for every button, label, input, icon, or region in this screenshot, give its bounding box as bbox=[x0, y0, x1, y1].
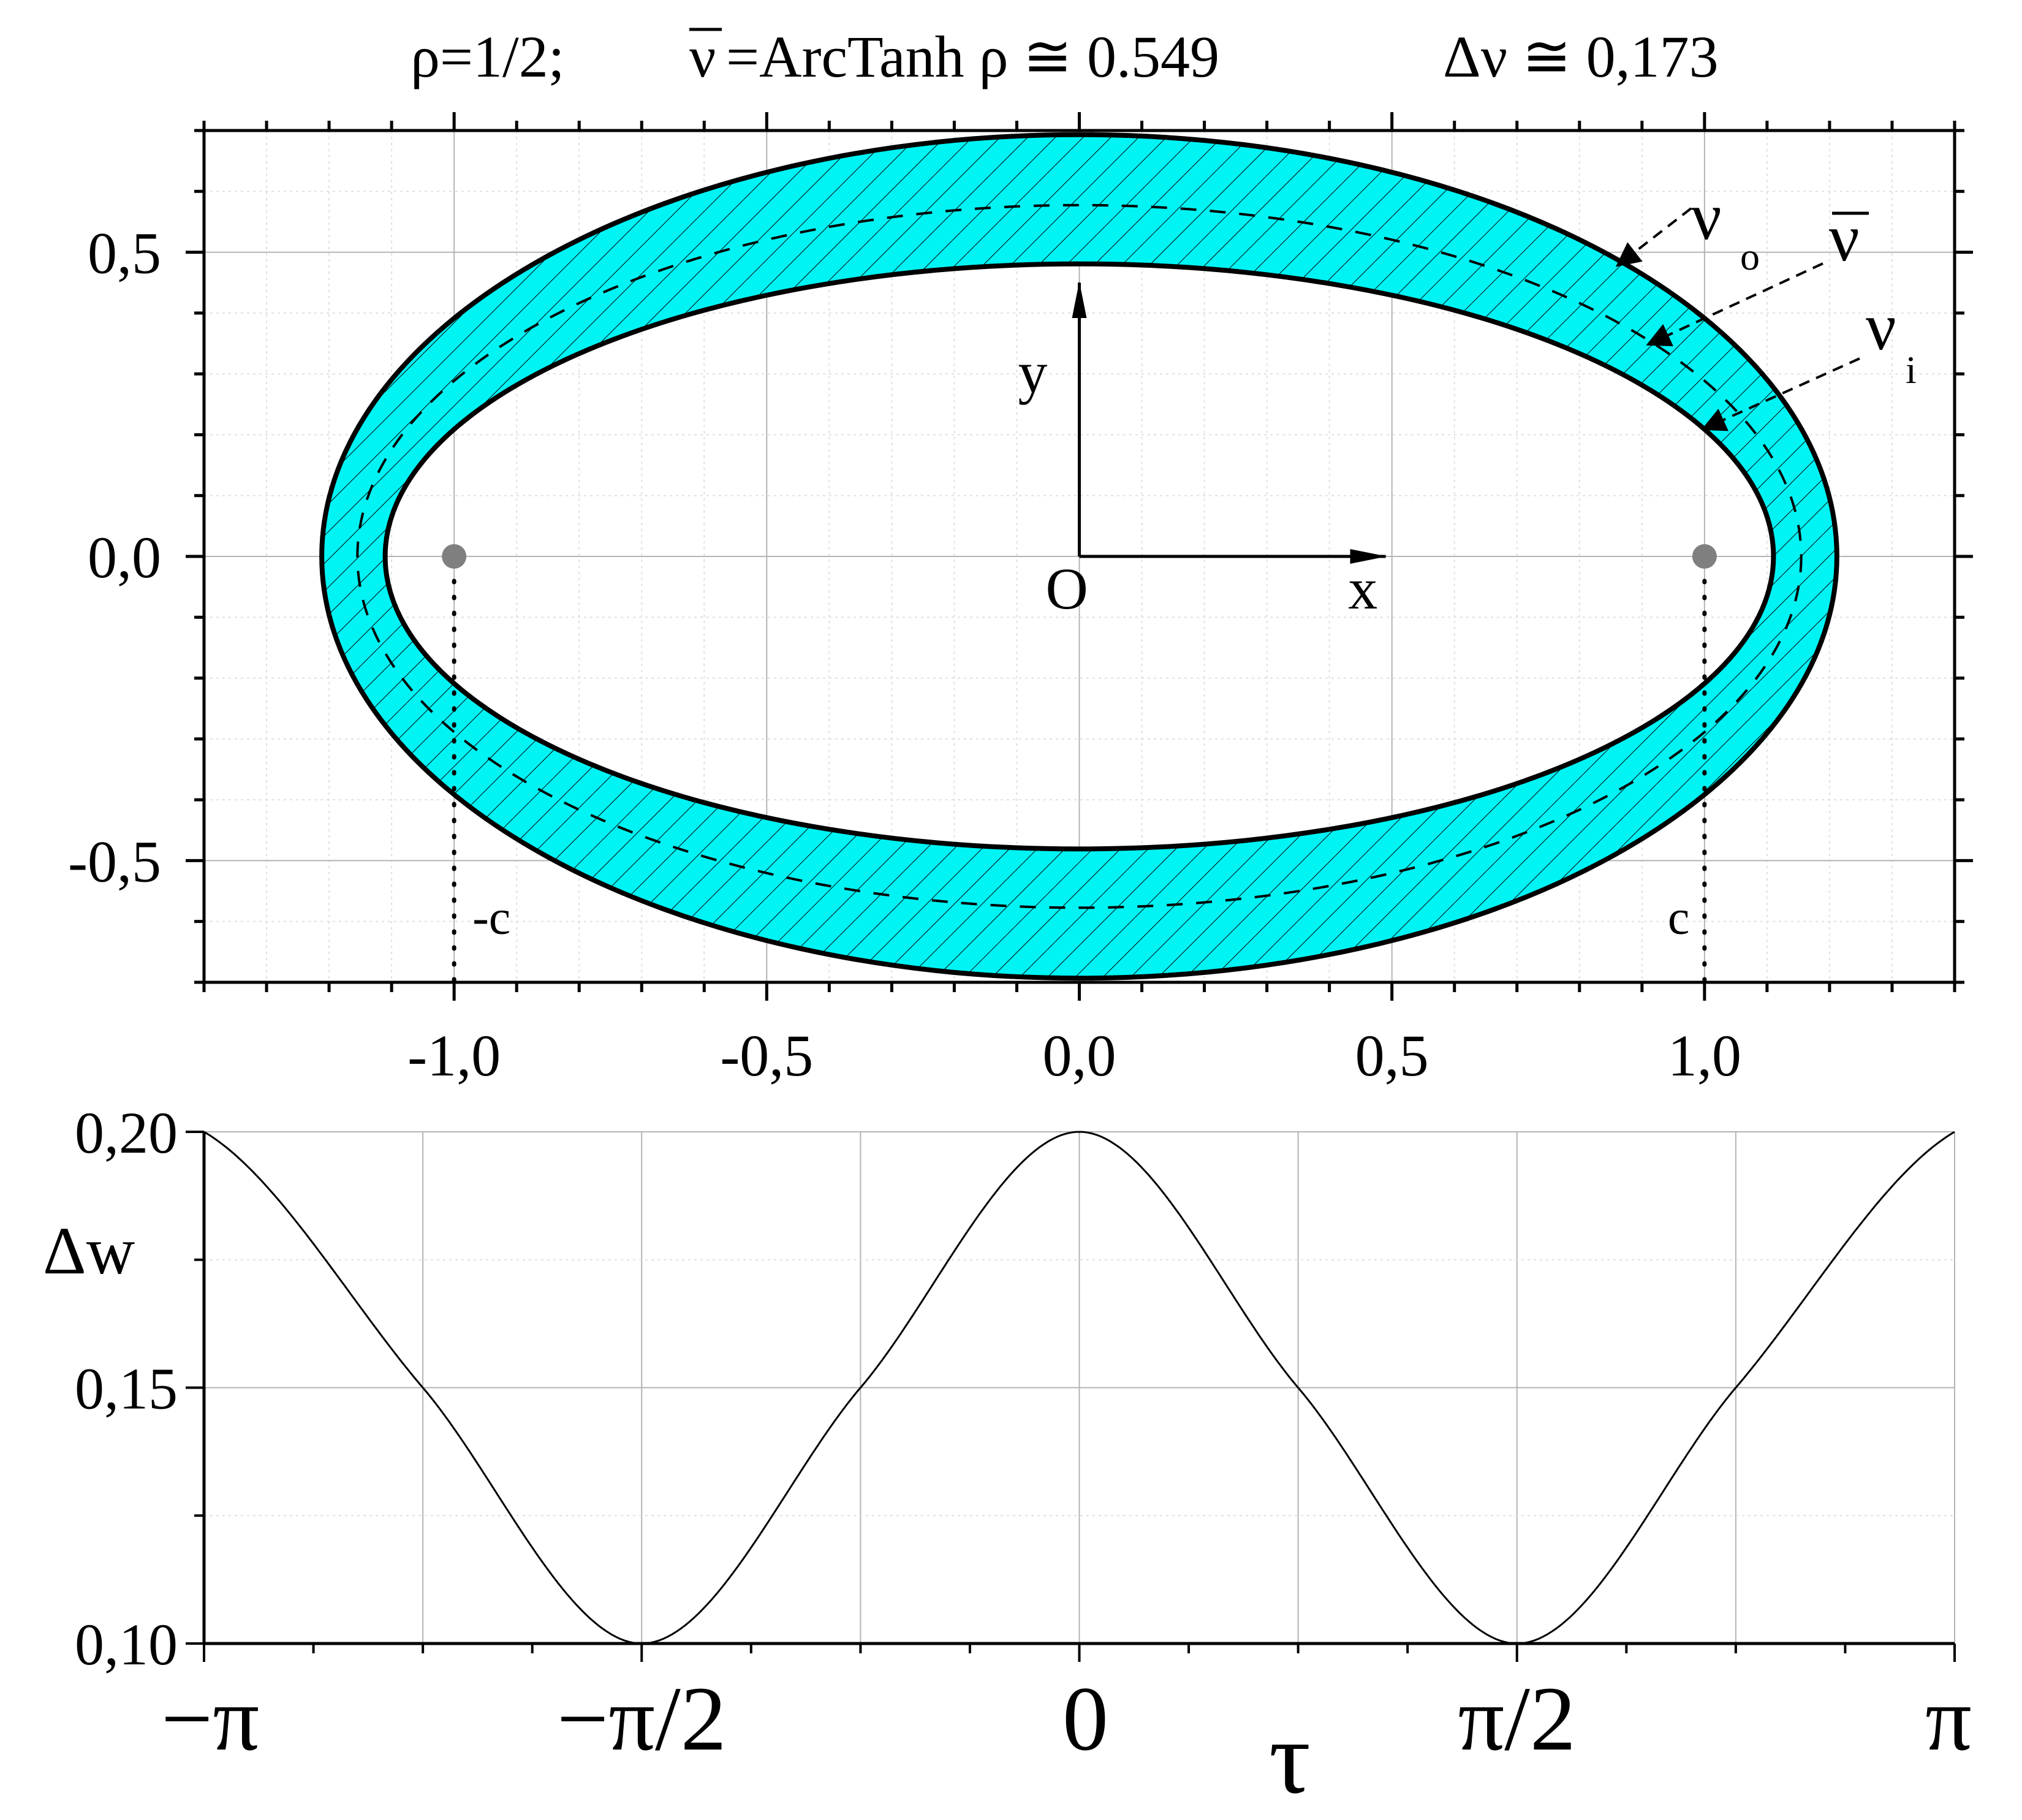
mean-ellipse-nu-bar bbox=[356, 203, 1803, 909]
title-rho: ρ=1/2; bbox=[411, 24, 564, 89]
mean-leader-arrow bbox=[1646, 262, 1823, 347]
x-tick-label: π/2 bbox=[1458, 1668, 1576, 1770]
x-tick-label: 0,0 bbox=[1043, 1023, 1116, 1088]
focus-point bbox=[442, 544, 467, 569]
outer-ellipse-nu-o bbox=[319, 132, 1839, 981]
title-nubar-expression: =ArcTanh ρ ≅ 0.549 bbox=[726, 24, 1219, 89]
inner-curve-label: ν bbox=[1866, 289, 1896, 364]
mean-curve-label: ν bbox=[1829, 200, 1860, 275]
delta-w-series-line bbox=[203, 1131, 1955, 1645]
ellipse-plot-axes bbox=[186, 112, 1973, 1001]
y-tick-label: 0,15 bbox=[75, 1356, 178, 1422]
ellipse-plot: -1,0 -0,5 0,0 0,5 1,0-0,50,00,5O xy-c cνo ννi bbox=[68, 112, 1973, 1088]
ellipse-plot-labels: -1,0 -0,5 0,0 0,5 1,0-0,50,00,5O xy-c cνo ννi bbox=[68, 179, 1917, 1088]
title-nubar-symbol: ν bbox=[689, 24, 716, 89]
outer-curve-subscript: o bbox=[1740, 235, 1760, 278]
x-tick-label: π bbox=[1925, 1668, 1972, 1770]
delta-w-plot-labels: 0,10 0,15 0,20 −π −π/2 0 π/2 π Δw τ bbox=[43, 1100, 1972, 1815]
x-tick-label: −π bbox=[161, 1668, 259, 1770]
x-tick-label: 0 bbox=[1062, 1668, 1108, 1770]
y-tick-label: 0,5 bbox=[88, 221, 161, 286]
delta-w-plot-curve bbox=[203, 1131, 1955, 1645]
x-tick-label: -0,5 bbox=[720, 1023, 813, 1088]
inner-ellipse-nu-i bbox=[382, 261, 1776, 852]
y-axis-label: Δw bbox=[43, 1213, 135, 1288]
delta-w-plot-axes bbox=[186, 1131, 1956, 1662]
origin-label: O bbox=[1046, 556, 1088, 621]
outer-leader-arrow bbox=[1615, 207, 1692, 267]
x-tick-label: 0,5 bbox=[1355, 1023, 1429, 1088]
delta-w-plot-grid bbox=[203, 1131, 1955, 1644]
x-tick-label: −π/2 bbox=[557, 1668, 727, 1770]
y-axis-label: y bbox=[1018, 339, 1048, 405]
x-tick-label: 1,0 bbox=[1668, 1023, 1741, 1088]
y-tick-label: 0,10 bbox=[75, 1612, 178, 1677]
focus-point bbox=[1692, 544, 1717, 569]
y-tick-label: 0,20 bbox=[75, 1100, 178, 1166]
figure-title: ρ=1/2; ν =ArcTanh ρ ≅ 0.549 Δν ≅ 0,173 bbox=[411, 24, 1719, 89]
title-delta-nu: Δν ≅ 0,173 bbox=[1443, 24, 1719, 89]
focus-label-right: c bbox=[1668, 891, 1690, 945]
delta-w-plot: 0,10 0,15 0,20 −π −π/2 0 π/2 π Δw τ bbox=[43, 1100, 1972, 1815]
outer-curve-label: ν bbox=[1691, 179, 1722, 254]
inner-leader-arrow bbox=[1701, 357, 1860, 431]
x-axis-label: τ bbox=[1269, 1700, 1311, 1815]
x-axis-label: x bbox=[1348, 556, 1377, 621]
y-tick-label: -0,5 bbox=[68, 828, 161, 894]
y-tick-label: 0,0 bbox=[88, 525, 161, 590]
focus-label-left: -c bbox=[472, 891, 510, 945]
inner-curve-subscript: i bbox=[1906, 348, 1917, 392]
x-tick-label: -1,0 bbox=[407, 1023, 501, 1088]
